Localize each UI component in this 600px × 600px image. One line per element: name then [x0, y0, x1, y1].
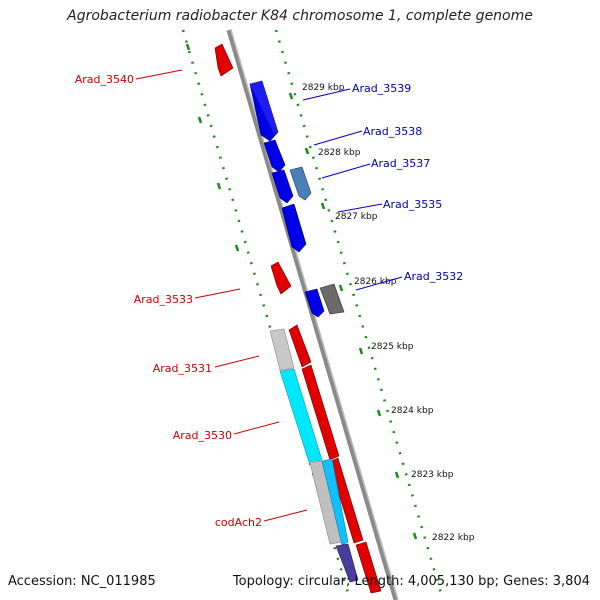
left-leaders	[135, 69, 308, 522]
kbp-label-2826: 2826 kbp	[354, 277, 397, 287]
gene-arad-3531[interactable]	[269, 328, 295, 371]
label-codach2[interactable]: codAch2	[215, 516, 262, 529]
gene-red-2[interactable]	[301, 364, 340, 461]
label-arad-3539[interactable]: Arad_3539	[352, 82, 411, 95]
gene-codach2[interactable]	[321, 458, 349, 546]
kbp-label-2825: 2825 kbp	[371, 342, 414, 352]
label-arad-3532[interactable]: Arad_3532	[404, 270, 463, 283]
label-arad-3535[interactable]: Arad_3535	[383, 198, 442, 211]
gene-arad-3539[interactable]	[249, 80, 279, 142]
genome-axis	[226, 29, 399, 600]
map-title: Agrobacterium radiobacter K84 chromosome…	[67, 8, 533, 24]
kbp-label-2828: 2828 kbp	[318, 148, 361, 158]
gene-red-4[interactable]	[355, 541, 382, 594]
gene-arad-3533[interactable]	[270, 261, 292, 295]
kbp-label-2829: 2829 kbp	[302, 83, 345, 93]
gene-purple[interactable]	[335, 543, 359, 583]
right-tick-track	[274, 29, 445, 600]
label-arad-3537[interactable]: Arad_3537	[371, 157, 430, 170]
kbp-label-2824: 2824 kbp	[391, 406, 434, 416]
gene-arad-3532[interactable]	[304, 288, 325, 318]
gene-arad-3540[interactable]	[214, 43, 234, 77]
gene-red-1[interactable]	[288, 324, 312, 368]
major-ticks	[185, 43, 418, 540]
gene-arad-3535[interactable]	[281, 203, 307, 253]
label-arad-3538[interactable]: Arad_3538	[363, 125, 422, 138]
gene-red-3[interactable]	[328, 457, 364, 544]
kbp-label-2822: 2822 kbp	[432, 533, 475, 543]
gene-arad-3538[interactable]	[263, 139, 286, 173]
label-arad-3533[interactable]: Arad_3533	[134, 293, 193, 306]
kbp-label-2827: 2827 kbp	[335, 212, 378, 222]
accession-text: Accession: NC_011985	[8, 574, 156, 589]
kbp-label-2823: 2823 kbp	[411, 470, 454, 480]
label-arad-3531[interactable]: Arad_3531	[153, 362, 212, 375]
gene-arad-3537-b[interactable]	[289, 166, 312, 201]
right-leaders	[302, 88, 403, 291]
gene-arad-3537[interactable]	[271, 169, 294, 204]
label-arad-3540[interactable]: Arad_3540	[75, 73, 134, 86]
gene-arad-3532-pseudo[interactable]	[319, 283, 345, 315]
gene-arad-3530[interactable]	[279, 368, 323, 463]
genome-summary-text: Topology: circular; Length: 4,005,130 bp…	[232, 574, 590, 589]
label-arad-3530[interactable]: Arad_3530	[173, 429, 232, 442]
